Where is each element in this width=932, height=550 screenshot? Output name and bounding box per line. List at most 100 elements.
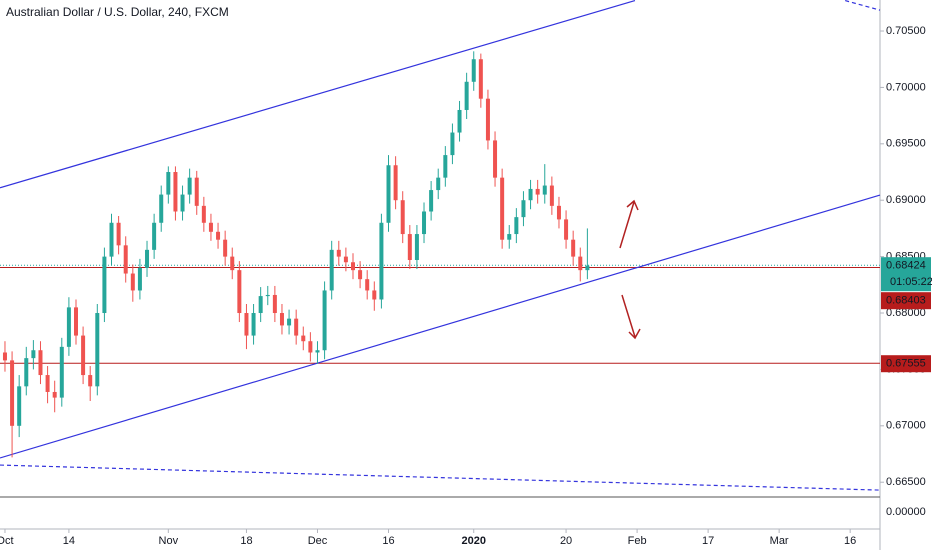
candle-body	[265, 294, 270, 297]
candle-body	[272, 294, 277, 314]
candle-body	[535, 188, 540, 195]
price-tag	[881, 355, 931, 373]
candle-body	[507, 234, 512, 240]
candle-body	[464, 81, 469, 110]
candle-body	[109, 222, 114, 257]
candle-body	[137, 267, 142, 291]
x-tick-label: Feb	[628, 535, 647, 547]
candle-body	[216, 231, 221, 240]
candle-body	[528, 188, 533, 201]
annotation-arrows	[619, 199, 641, 340]
arrow-up	[619, 199, 639, 249]
candle-body	[471, 59, 476, 82]
candle-body	[478, 59, 483, 99]
candle-body	[308, 341, 313, 353]
x-tick-label: Oct	[0, 535, 14, 547]
plot-area	[0, 0, 881, 491]
price-tag-label: 0.68403	[886, 295, 926, 307]
candle-body	[66, 307, 71, 347]
candle-body	[102, 256, 107, 314]
x-tick-label: 20	[560, 535, 572, 547]
candle-body	[123, 245, 128, 274]
candle-body	[10, 360, 15, 426]
candle-body	[556, 205, 561, 220]
candle-body	[400, 200, 405, 235]
candle-body	[166, 172, 171, 195]
candle-body	[485, 98, 490, 141]
candle-body	[244, 313, 249, 336]
y-tick-label: 0.70000	[886, 81, 926, 93]
candle-body	[315, 350, 320, 353]
candle-body	[152, 222, 157, 250]
candle-body	[130, 273, 135, 291]
candle-body	[38, 350, 43, 376]
candle-body	[145, 249, 150, 268]
candle-body	[336, 249, 341, 257]
indicator-tick-label: 0.00000	[886, 506, 926, 518]
candle-body	[457, 109, 462, 133]
x-tick-label: 2020	[461, 535, 485, 547]
candle-body	[230, 256, 235, 271]
candle-body	[379, 222, 384, 300]
candle-body	[372, 290, 377, 300]
x-tick-label: 17	[702, 535, 714, 547]
candle-body	[201, 205, 206, 223]
x-tick-label: Dec	[308, 535, 328, 547]
candle-body	[287, 318, 292, 326]
y-tick-label: 0.66500	[886, 476, 926, 488]
candle-body	[429, 190, 434, 212]
x-tick-label: Mar	[770, 535, 789, 547]
candle-body	[2, 352, 7, 361]
candle-body	[578, 256, 583, 271]
candle-body	[422, 211, 427, 235]
candle-body	[564, 219, 569, 240]
candle-body	[294, 318, 299, 336]
candle-body	[95, 313, 100, 387]
candle-body	[81, 335, 86, 376]
trendline	[845, 0, 881, 11]
candle-body	[393, 165, 398, 201]
candle-body	[329, 249, 334, 291]
x-tick-label: 16	[382, 535, 394, 547]
candle-body	[73, 307, 78, 336]
candle-body	[194, 177, 199, 206]
candle-body	[514, 217, 519, 235]
candle-body	[571, 239, 576, 257]
y-tick-label: 0.67000	[886, 420, 926, 432]
candle-body	[251, 313, 256, 336]
candle-body	[301, 335, 306, 342]
trendline	[0, 194, 881, 459]
candle-body	[180, 194, 185, 212]
candle-body	[45, 375, 50, 392]
price-tag	[881, 257, 931, 292]
candle-body	[343, 256, 348, 263]
candle-body	[159, 194, 164, 223]
x-tick-label: 16	[844, 535, 856, 547]
candle-body	[31, 350, 36, 359]
candle-body	[59, 346, 64, 398]
arrow-down	[621, 294, 641, 340]
x-tick-label: Nov	[159, 535, 179, 547]
candle-body	[414, 234, 419, 260]
candle-body	[88, 375, 93, 387]
candle-body	[173, 172, 178, 212]
x-tick-label: 14	[63, 535, 75, 547]
candle-body	[443, 155, 448, 178]
y-tick-label: 0.70500	[886, 25, 926, 37]
candle-body	[493, 140, 498, 178]
candle-body	[386, 165, 391, 223]
candle-body	[279, 313, 284, 326]
candle-body	[521, 200, 526, 218]
candle-body	[24, 358, 29, 387]
candle-body	[585, 265, 590, 271]
x-tick-label: 18	[240, 535, 252, 547]
candle-body	[187, 177, 192, 195]
countdown-label: 01:05:22	[890, 276, 932, 288]
y-tick-label: 0.69500	[886, 138, 926, 150]
candle-body	[17, 386, 22, 426]
price-tag-label: 0.68424	[886, 260, 926, 272]
y-tick-label: 0.68000	[886, 307, 926, 319]
candle-body	[350, 262, 355, 271]
trendline	[0, 0, 636, 189]
